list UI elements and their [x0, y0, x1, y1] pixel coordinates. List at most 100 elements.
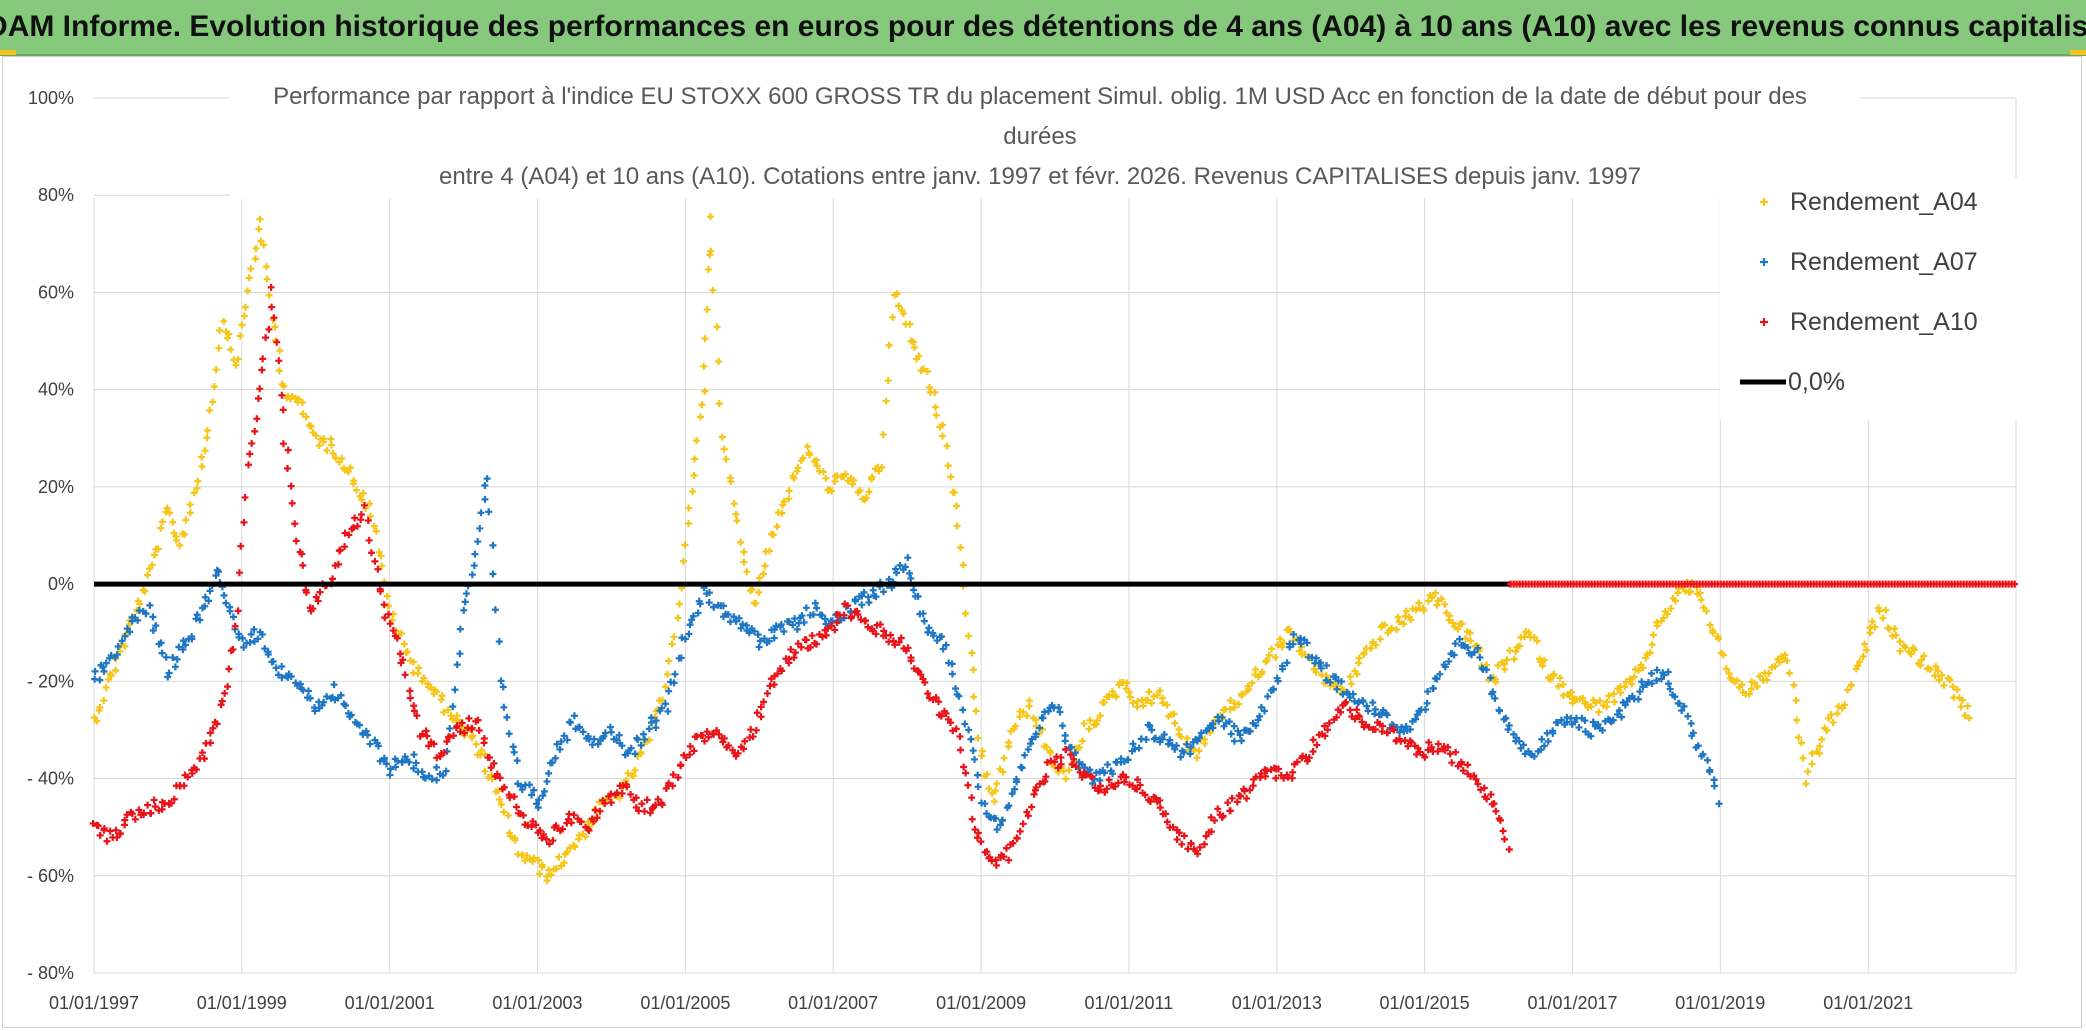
data-point	[121, 642, 129, 650]
data-point	[460, 606, 468, 614]
data-point	[518, 786, 526, 794]
data-point	[1312, 654, 1320, 662]
data-point	[170, 795, 178, 803]
data-point	[549, 837, 557, 845]
data-point	[118, 637, 126, 645]
data-point	[378, 562, 386, 570]
data-point	[1349, 690, 1357, 698]
data-point	[265, 291, 273, 299]
data-point	[1816, 742, 1824, 750]
data-point	[1706, 768, 1714, 776]
data-point	[521, 857, 529, 865]
data-point	[470, 562, 478, 570]
data-point	[1421, 753, 1429, 761]
data-point	[959, 561, 967, 569]
data-point	[607, 728, 615, 736]
data-point	[1965, 714, 1973, 722]
data-point	[705, 599, 713, 607]
data-point	[953, 502, 961, 510]
data-point	[147, 809, 155, 817]
data-point	[485, 508, 493, 516]
data-point	[237, 542, 245, 550]
data-point	[929, 632, 937, 640]
data-point	[579, 728, 587, 736]
data-point	[904, 644, 912, 652]
data-point	[1719, 651, 1727, 659]
data-point	[1664, 668, 1672, 676]
data-point	[778, 667, 786, 675]
data-point	[1146, 798, 1154, 806]
data-point	[113, 651, 121, 659]
data-point	[1871, 623, 1879, 631]
data-point	[1201, 739, 1209, 747]
data-point	[560, 732, 568, 740]
data-point	[1609, 716, 1617, 724]
data-point	[812, 640, 820, 648]
data-point	[166, 509, 174, 517]
data-point	[280, 382, 288, 390]
x-tick-label: 01/01/2021	[1823, 993, 1913, 1013]
x-tick-label: 01/01/2001	[345, 993, 435, 1013]
data-point	[1125, 688, 1133, 696]
data-point	[1496, 707, 1504, 715]
data-point	[1383, 729, 1391, 737]
data-point	[1235, 700, 1243, 708]
data-point	[231, 622, 239, 630]
data-point	[961, 720, 969, 728]
data-point	[135, 806, 143, 814]
data-point	[165, 669, 173, 677]
data-point	[910, 665, 918, 673]
data-point	[1795, 733, 1803, 741]
data-point	[158, 649, 166, 657]
data-point	[828, 487, 836, 495]
series-rendement-a04	[90, 213, 1973, 885]
data-point	[1265, 651, 1273, 659]
data-point	[1433, 675, 1441, 683]
data-point	[1464, 761, 1472, 769]
data-point	[1575, 724, 1583, 732]
data-point	[398, 758, 406, 766]
x-tick-label: 01/01/2017	[1527, 993, 1617, 1013]
data-point	[931, 388, 939, 396]
data-point	[471, 550, 479, 558]
legend-marker	[1760, 258, 1768, 266]
data-point	[914, 592, 922, 600]
data-point	[1603, 703, 1611, 711]
data-point	[1672, 597, 1680, 605]
data-point	[1108, 688, 1116, 696]
data-point	[536, 826, 544, 834]
data-point	[1156, 804, 1164, 812]
data-point	[1896, 647, 1904, 655]
data-point	[167, 799, 175, 807]
data-point	[1628, 680, 1636, 688]
data-point	[358, 496, 366, 504]
data-point	[719, 738, 727, 746]
data-point	[179, 646, 187, 654]
data-point	[157, 639, 165, 647]
data-point	[703, 728, 711, 736]
data-point	[618, 742, 626, 750]
data-point	[1371, 706, 1379, 714]
data-point	[924, 367, 932, 375]
data-point	[1263, 767, 1271, 775]
data-point	[822, 631, 830, 639]
data-point	[1184, 845, 1192, 853]
data-point	[273, 338, 281, 346]
data-point	[627, 790, 635, 798]
data-point	[107, 652, 115, 660]
data-point	[1540, 656, 1548, 664]
data-point	[238, 321, 246, 329]
data-point	[1567, 688, 1575, 696]
data-point	[250, 625, 258, 633]
data-point	[1305, 754, 1313, 762]
data-point	[1000, 853, 1008, 861]
data-point	[296, 680, 304, 688]
data-point	[386, 771, 394, 779]
data-point	[926, 694, 934, 702]
data-point	[1133, 703, 1141, 711]
data-point	[559, 825, 567, 833]
data-point	[1854, 662, 1862, 670]
data-point	[179, 637, 187, 645]
data-point	[933, 637, 941, 645]
data-point	[785, 487, 793, 495]
